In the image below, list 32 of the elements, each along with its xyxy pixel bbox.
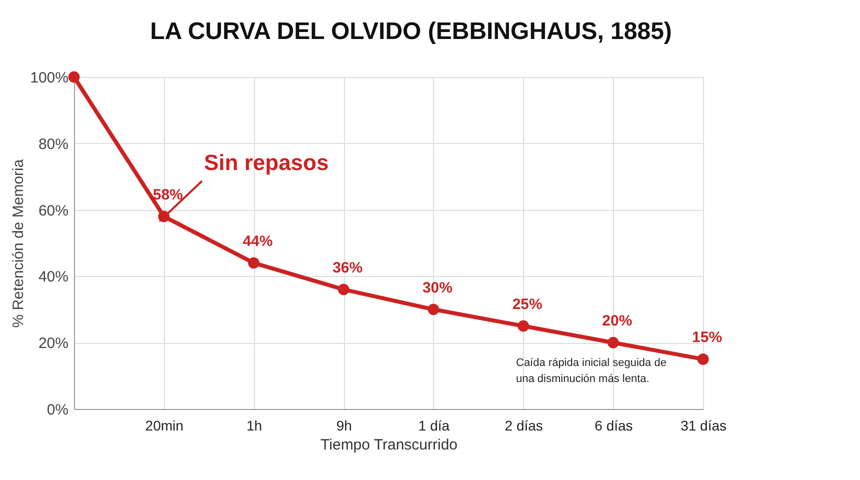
text: Sin repasos [204, 150, 329, 175]
point [697, 354, 709, 365]
point [248, 257, 260, 269]
x-tick-label: 20min [145, 418, 184, 434]
y-tick-label: 100% [30, 70, 68, 86]
y-tick-label: 60% [38, 202, 68, 220]
point [608, 336, 619, 348]
data-label: 30% [422, 279, 452, 296]
annotation: Caída rápida inicial seguida de una disminución más lenta. [516, 357, 666, 385]
data-label: 25% [512, 296, 542, 313]
y-tick-label: 40% [38, 268, 68, 286]
x-tick-label: 1 día [418, 418, 450, 434]
y-tick-label: 0% [46, 402, 68, 418]
data-label: 15% [692, 329, 722, 346]
data-label: 58% [152, 186, 183, 204]
point [68, 71, 80, 83]
x-tick-label: 1h [246, 418, 262, 434]
data-label: 44% [242, 232, 273, 250]
point [428, 304, 440, 316]
chart-title: LA CURVA DEL OLVIDO (EBBINGHAUS, 1885) [150, 18, 672, 45]
data-label: 36% [332, 259, 363, 276]
x-tick-label: 31 días [680, 418, 727, 434]
x-tick-label: 6 días [594, 418, 633, 434]
x-tick-label: 2 días [504, 418, 543, 434]
y-axis-title: % Retención de Memoria [10, 158, 28, 328]
y-tick-label: 80% [38, 136, 68, 153]
x-axis-title: Tiempo Transcurrido [320, 436, 458, 454]
point [338, 284, 350, 296]
data-label: 20% [602, 312, 632, 330]
point [518, 320, 530, 332]
y-tick-label: 20% [38, 335, 68, 352]
x-tick-label: 9h [336, 418, 352, 434]
